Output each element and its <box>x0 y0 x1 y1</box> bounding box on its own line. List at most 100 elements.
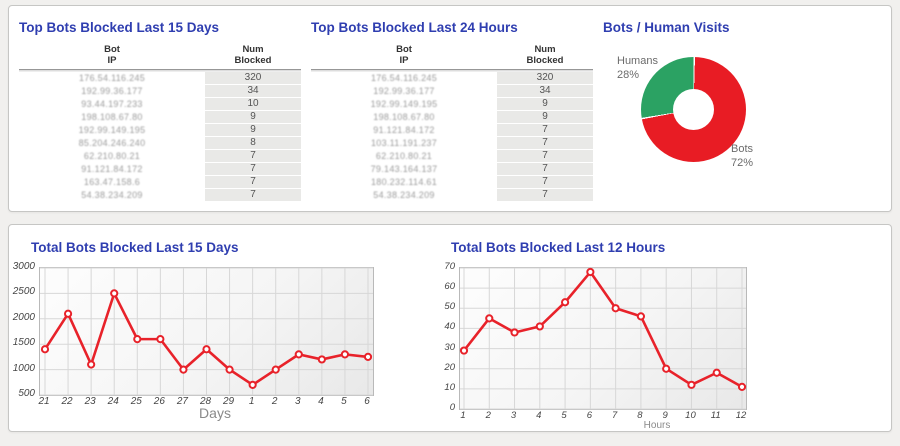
data-point[interactable] <box>317 355 326 364</box>
num-blocked-cell: 7 <box>497 163 593 176</box>
table-body: 176.54.116.245 320 192.99.36.177 34 93.44.19… <box>19 72 301 202</box>
table-row: 62.210.80.21 7 <box>311 150 593 163</box>
table-body: 176.54.116.245 320 192.99.36.177 34 192.99.1… <box>311 72 593 202</box>
x-tick-label: 5 <box>341 396 347 407</box>
top-panel: Top Bots Blocked Last 15 Days Bot IP Num… <box>8 5 892 212</box>
bot-ip-cell: 192.99.149.195 <box>370 99 438 109</box>
table-header: Bot IP Num Blocked <box>311 44 593 70</box>
data-point[interactable] <box>202 345 211 354</box>
data-point[interactable] <box>535 322 544 331</box>
table-row: 103.11.191.237 7 <box>311 137 593 150</box>
x-tick-label: 21 <box>38 396 50 407</box>
x-tick-label: 24 <box>107 396 119 407</box>
num-blocked-cell: 10 <box>205 98 301 111</box>
data-point[interactable] <box>133 335 142 344</box>
line-chart-svg <box>40 267 373 396</box>
data-point[interactable] <box>156 335 165 344</box>
data-point[interactable] <box>87 360 96 369</box>
num-blocked-cell: 9 <box>497 111 593 124</box>
bot-ip-cell: 180.232.114.61 <box>370 177 438 187</box>
y-tick-label: 500 <box>18 388 35 399</box>
y-tick-label: 3000 <box>12 261 35 272</box>
bot-ip-cell: 85.204.246.240 <box>78 138 146 148</box>
x-tick-label: 5 <box>561 410 567 421</box>
y-tick-label: 40 <box>444 321 455 333</box>
data-point[interactable] <box>586 267 595 277</box>
data-point[interactable] <box>179 365 188 374</box>
bot-ip-cell: 91.121.84.172 <box>81 164 143 174</box>
data-point[interactable] <box>662 364 671 373</box>
data-point[interactable] <box>611 304 620 313</box>
x-tick-label: 27 <box>176 396 188 407</box>
num-blocked-cell: 34 <box>497 85 593 98</box>
table-row: 180.232.114.61 7 <box>311 176 593 189</box>
y-tick-label: 30 <box>444 341 455 353</box>
column-header-bot-ip: Bot IP <box>104 44 120 66</box>
data-point[interactable] <box>40 345 50 354</box>
num-blocked-cell: 7 <box>205 163 301 176</box>
donut-chart[interactable] <box>641 57 746 162</box>
bot-ip-cell: 198.108.67.80 <box>81 112 143 122</box>
num-blocked-cell: 7 <box>205 176 301 189</box>
x-tick-label: 29 <box>223 396 235 407</box>
x-tick-label: 28 <box>199 396 212 407</box>
table-top-bots-24-hours: Top Bots Blocked Last 24 Hours Bot IP Nu… <box>311 20 593 202</box>
data-point[interactable] <box>560 298 570 307</box>
data-point[interactable] <box>248 380 257 389</box>
num-blocked-cell: 7 <box>497 176 593 189</box>
table-title-15-days: Top Bots Blocked Last 15 Days <box>19 20 220 35</box>
data-point[interactable] <box>271 365 280 374</box>
x-tick-label: 12 <box>735 410 747 421</box>
y-tick-label: 1500 <box>12 337 35 349</box>
table-row: 62.210.80.21 7 <box>19 150 301 163</box>
bot-ip-cell: 163.47.158.6 <box>83 177 141 187</box>
column-header-bot-ip: Bot IP <box>396 44 412 66</box>
data-point[interactable] <box>510 328 519 337</box>
table-row: 198.108.67.80 9 <box>19 111 301 124</box>
table-row: 198.108.67.80 9 <box>311 111 593 124</box>
num-blocked-cell: 9 <box>205 111 301 124</box>
line-chart-15-days: Total Bots Blocked Last 15 Days 500 1000 1… <box>13 233 409 429</box>
bots-human-visits-panel: Bots / Human Visits Humans 28% Bots 72% <box>603 20 891 208</box>
table-row: 79.143.164.137 7 <box>311 163 593 176</box>
num-blocked-cell: 34 <box>205 85 301 98</box>
table-row: 85.204.246.240 8 <box>19 137 301 150</box>
data-point[interactable] <box>294 350 303 359</box>
data-point[interactable] <box>687 380 696 389</box>
x-tick-label: 4 <box>318 396 324 407</box>
data-point[interactable] <box>459 346 469 355</box>
y-tick-label: 20 <box>444 361 455 373</box>
table-row: 54.38.234.209 7 <box>19 189 301 202</box>
data-point[interactable] <box>225 365 234 374</box>
bot-ip-cell: 54.38.234.209 <box>373 190 435 200</box>
y-tick-label: 70 <box>444 261 455 272</box>
y-tick-label: 10 <box>444 381 455 393</box>
x-tick-label: 10 <box>685 410 696 421</box>
data-point[interactable] <box>63 309 73 318</box>
data-point[interactable] <box>110 289 119 298</box>
num-blocked-cell: 9 <box>497 98 593 111</box>
data-point[interactable] <box>485 314 494 323</box>
bot-ip-cell: 192.99.36.177 <box>81 86 143 96</box>
data-point[interactable] <box>636 312 646 321</box>
table-row: 192.99.36.177 34 <box>311 85 593 98</box>
data-point[interactable] <box>340 350 350 359</box>
x-tick-label: 11 <box>710 410 721 421</box>
data-point[interactable] <box>363 352 373 362</box>
y-tick-label: 50 <box>444 301 455 313</box>
bot-ip-cell: 103.11.191.237 <box>370 138 438 148</box>
pie-chart-title: Bots / Human Visits <box>603 20 730 35</box>
bot-ip-cell: 79.143.164.137 <box>370 164 438 174</box>
x-tick-label: 6 <box>364 396 370 407</box>
num-blocked-cell: 7 <box>497 189 593 202</box>
table-row: 163.47.158.6 7 <box>19 176 301 189</box>
table-row: 54.38.234.209 7 <box>311 189 593 202</box>
data-point[interactable] <box>712 368 721 377</box>
x-tick-label: 23 <box>84 396 96 407</box>
table-row: 192.99.149.195 9 <box>19 124 301 137</box>
bot-ip-cell: 176.54.116.245 <box>370 73 438 83</box>
data-point[interactable] <box>737 382 747 391</box>
num-blocked-cell: 7 <box>205 150 301 163</box>
x-axis-label: Hours <box>643 420 671 431</box>
